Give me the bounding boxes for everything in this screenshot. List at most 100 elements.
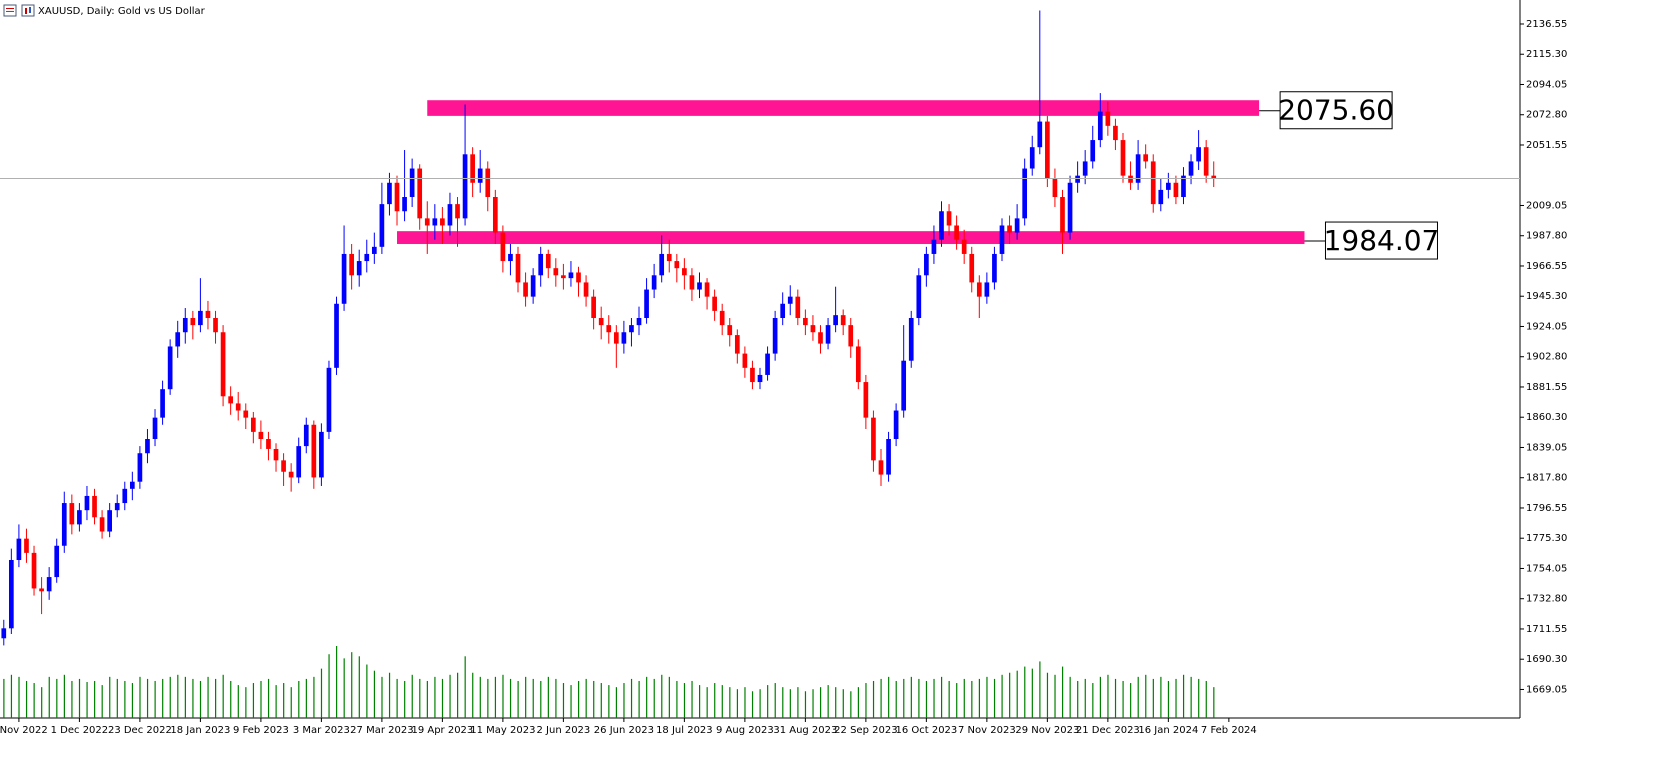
volume-bar (842, 689, 844, 718)
candle-body (8, 559, 14, 629)
candle-body (1150, 161, 1156, 205)
volume-bar (608, 685, 610, 718)
x-tick-label: 1 Dec 2022 (51, 725, 109, 736)
candle-body (818, 332, 823, 344)
candle-body (946, 211, 952, 226)
candle-body (1188, 161, 1194, 176)
candle-body (77, 510, 82, 525)
candle-body (750, 367, 755, 383)
volume-bar (933, 678, 935, 718)
volume-bar (109, 676, 111, 718)
y-tick-label: 1711.55 (1526, 624, 1567, 635)
volume-bar (578, 680, 580, 718)
y-tick-label: 2009.05 (1526, 200, 1567, 211)
candle-body (349, 253, 354, 276)
candle-body (341, 253, 347, 304)
candle-body (1120, 140, 1126, 176)
icon (29, 7, 31, 13)
volume-bar (78, 678, 81, 718)
candle-body (160, 389, 165, 418)
candle-body (629, 325, 634, 333)
candle-body (598, 318, 604, 326)
volume-bar (207, 676, 209, 718)
volume-bar (283, 683, 285, 718)
volume-bar (381, 676, 383, 718)
volume-bar (457, 672, 459, 718)
volume-bar (615, 687, 618, 718)
candle-body (379, 204, 385, 247)
x-tick-label: 7 Feb 2024 (1201, 725, 1257, 736)
candle-body (432, 218, 438, 226)
candle-body (704, 282, 710, 297)
volume-bar (1084, 678, 1086, 718)
candle-body (576, 272, 581, 283)
candle-body (553, 268, 559, 276)
x-tick-label: 19 Apr 2023 (411, 725, 473, 736)
volume-bar (434, 676, 436, 718)
candle-body (1203, 147, 1209, 176)
volume-bar (759, 689, 761, 718)
volume-bar (517, 680, 519, 718)
volume-bar (1031, 668, 1033, 718)
volume-bar (630, 678, 633, 718)
candle-body (334, 303, 339, 368)
candle-body (213, 318, 218, 333)
candle-body (46, 577, 52, 592)
candle-body (1105, 111, 1111, 126)
candle-body (545, 253, 551, 269)
y-tick-label: 1817.80 (1526, 473, 1567, 484)
volume-bar (699, 685, 701, 718)
volume-bar (744, 687, 746, 718)
candle-body (31, 552, 37, 589)
candle-body (621, 332, 627, 344)
volume-bar (1092, 683, 1094, 718)
candle-body (1022, 168, 1028, 219)
candle-body (122, 488, 128, 504)
candle-body (651, 275, 657, 290)
volume-bar (1061, 666, 1064, 718)
x-tick-label: 21 Dec 2023 (1076, 725, 1140, 736)
volume-bar (925, 680, 928, 718)
candle-body (727, 325, 733, 336)
volume-bar (1001, 674, 1003, 718)
y-tick-label: 1987.80 (1526, 231, 1567, 242)
candle-body (1173, 182, 1179, 198)
volume-bar (1152, 678, 1154, 718)
volume-bar (320, 668, 323, 718)
candle-body (500, 232, 506, 262)
volume-bar (978, 678, 981, 718)
candle-body (137, 453, 143, 482)
candle-body (1158, 189, 1164, 205)
candle-body (485, 168, 491, 198)
volume-bar (1182, 674, 1185, 718)
volume-bar (343, 658, 345, 718)
volume-bar (139, 676, 141, 718)
volume-bar (116, 678, 118, 718)
candle-body (803, 318, 808, 326)
volume-bar (1145, 674, 1147, 718)
volume-bar (472, 672, 474, 718)
candle-body (840, 315, 846, 326)
candle-body (893, 410, 899, 439)
candle-body (205, 310, 211, 319)
candle-body (477, 168, 483, 183)
volume-bar (1137, 676, 1139, 718)
volume-bar (895, 680, 897, 718)
candle-body (1090, 140, 1096, 162)
x-tick-label: 18 Jul 2023 (656, 725, 713, 736)
candle-body (916, 275, 922, 319)
candle-body (984, 282, 990, 297)
candle-body (281, 460, 286, 472)
candle-body (182, 318, 188, 333)
x-tick-label: 18 Jan 2023 (170, 725, 230, 736)
x-tick-label: 31 Aug 2023 (773, 725, 837, 736)
volume-bar (963, 678, 965, 718)
volume-bar (691, 680, 693, 718)
candle-body (356, 261, 362, 276)
candle-body (742, 353, 748, 368)
candle-body (871, 417, 876, 461)
candle-body (1052, 178, 1058, 198)
icon (3, 4, 17, 17)
volume-bar (487, 678, 489, 718)
